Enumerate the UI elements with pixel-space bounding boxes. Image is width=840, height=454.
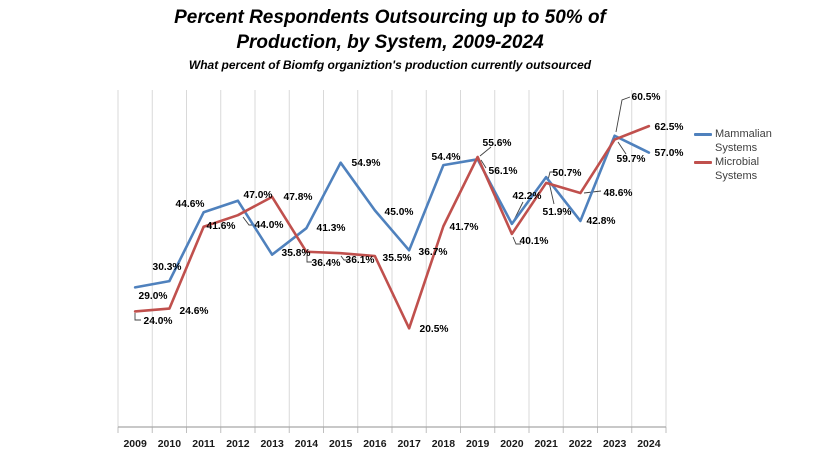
x-tick-label: 2015 bbox=[329, 438, 353, 450]
data-label: 42.8% bbox=[587, 216, 616, 227]
legend-series-name: Mammalian Systems bbox=[715, 128, 772, 154]
legend-series-name: Microbial Systems bbox=[715, 156, 760, 182]
label-leader-line bbox=[547, 171, 555, 181]
data-label: 24.0% bbox=[144, 316, 173, 327]
data-label: 36.7% bbox=[419, 247, 448, 258]
data-label: 44.6% bbox=[176, 199, 205, 210]
label-leader-line bbox=[340, 255, 348, 261]
data-label: 24.6% bbox=[180, 306, 209, 317]
data-label: 47.8% bbox=[284, 192, 313, 203]
x-tick-label: 2017 bbox=[397, 438, 421, 450]
data-label: 57.0% bbox=[655, 148, 684, 159]
x-tick-label: 2012 bbox=[226, 438, 250, 450]
data-label: 41.6% bbox=[207, 221, 236, 232]
data-label: 56.1% bbox=[489, 166, 518, 177]
data-label: 40.1% bbox=[520, 236, 549, 247]
x-tick-label: 2023 bbox=[603, 438, 627, 450]
label-leader-line bbox=[306, 255, 312, 263]
x-tick-label: 2016 bbox=[363, 438, 387, 450]
data-label: 47.0% bbox=[244, 190, 273, 201]
x-tick-label: 2011 bbox=[192, 438, 215, 450]
x-tick-label: 2022 bbox=[569, 438, 593, 450]
x-tick-label: 2021 bbox=[534, 438, 558, 450]
data-label: 62.5% bbox=[655, 122, 684, 133]
data-label: 45.0% bbox=[385, 207, 414, 218]
label-leader-line bbox=[479, 146, 492, 157]
data-label: 30.3% bbox=[153, 262, 182, 273]
data-label: 54.4% bbox=[432, 152, 461, 163]
data-label: 35.5% bbox=[383, 253, 412, 264]
x-tick-label: 2009 bbox=[123, 438, 147, 450]
data-label: 51.9% bbox=[543, 207, 572, 218]
legend-line-swatch bbox=[694, 161, 712, 164]
x-tick-label: 2013 bbox=[260, 438, 284, 450]
data-label: 36.4% bbox=[312, 258, 341, 269]
label-leader-line bbox=[480, 159, 487, 169]
data-label: 44.0% bbox=[255, 220, 284, 231]
chart-subtitle: What percent of Biomfg organiztion's pro… bbox=[188, 58, 592, 72]
data-label: 35.8% bbox=[282, 248, 311, 259]
data-label: 60.5% bbox=[632, 92, 661, 103]
legend-item-microbial-systems: Microbial Systems bbox=[694, 155, 786, 183]
series-line-microbial-systems bbox=[133, 124, 651, 330]
data-label: 36.1% bbox=[346, 255, 375, 266]
label-leader-line bbox=[134, 313, 141, 321]
x-tick-label: 2019 bbox=[466, 438, 490, 450]
x-tick-label: 2024 bbox=[637, 438, 661, 450]
data-label: 42.2% bbox=[513, 191, 542, 202]
series-line-mammalian-systems bbox=[133, 134, 651, 289]
label-leader-line bbox=[512, 236, 521, 245]
chart-legend: Mammalian Systems Microbial Systems bbox=[694, 127, 786, 183]
x-tick-label: 2014 bbox=[295, 438, 319, 450]
data-label: 41.3% bbox=[317, 223, 346, 234]
label-leader-line bbox=[548, 181, 555, 205]
label-leader-line bbox=[615, 96, 631, 133]
data-label: 55.6% bbox=[483, 138, 512, 149]
data-label: 59.7% bbox=[617, 154, 646, 165]
chart-title: Percent Respondents Outsourcing up to 50… bbox=[174, 7, 606, 53]
x-tick-label: 2010 bbox=[158, 438, 182, 450]
data-label: 29.0% bbox=[139, 291, 168, 302]
data-label: 41.7% bbox=[450, 222, 479, 233]
label-leader-line bbox=[617, 141, 627, 155]
data-label: 20.5% bbox=[420, 324, 449, 335]
legend-item-mammalian-systems: Mammalian Systems bbox=[694, 127, 786, 155]
data-label: 48.6% bbox=[604, 188, 633, 199]
x-tick-label: 2020 bbox=[500, 438, 524, 450]
legend-line-swatch bbox=[694, 133, 712, 136]
data-label: 50.7% bbox=[553, 168, 582, 179]
x-tick-label: 2018 bbox=[432, 438, 456, 450]
data-label: 54.9% bbox=[352, 158, 381, 169]
title-block: Percent Respondents Outsourcing up to 50… bbox=[170, 5, 610, 72]
